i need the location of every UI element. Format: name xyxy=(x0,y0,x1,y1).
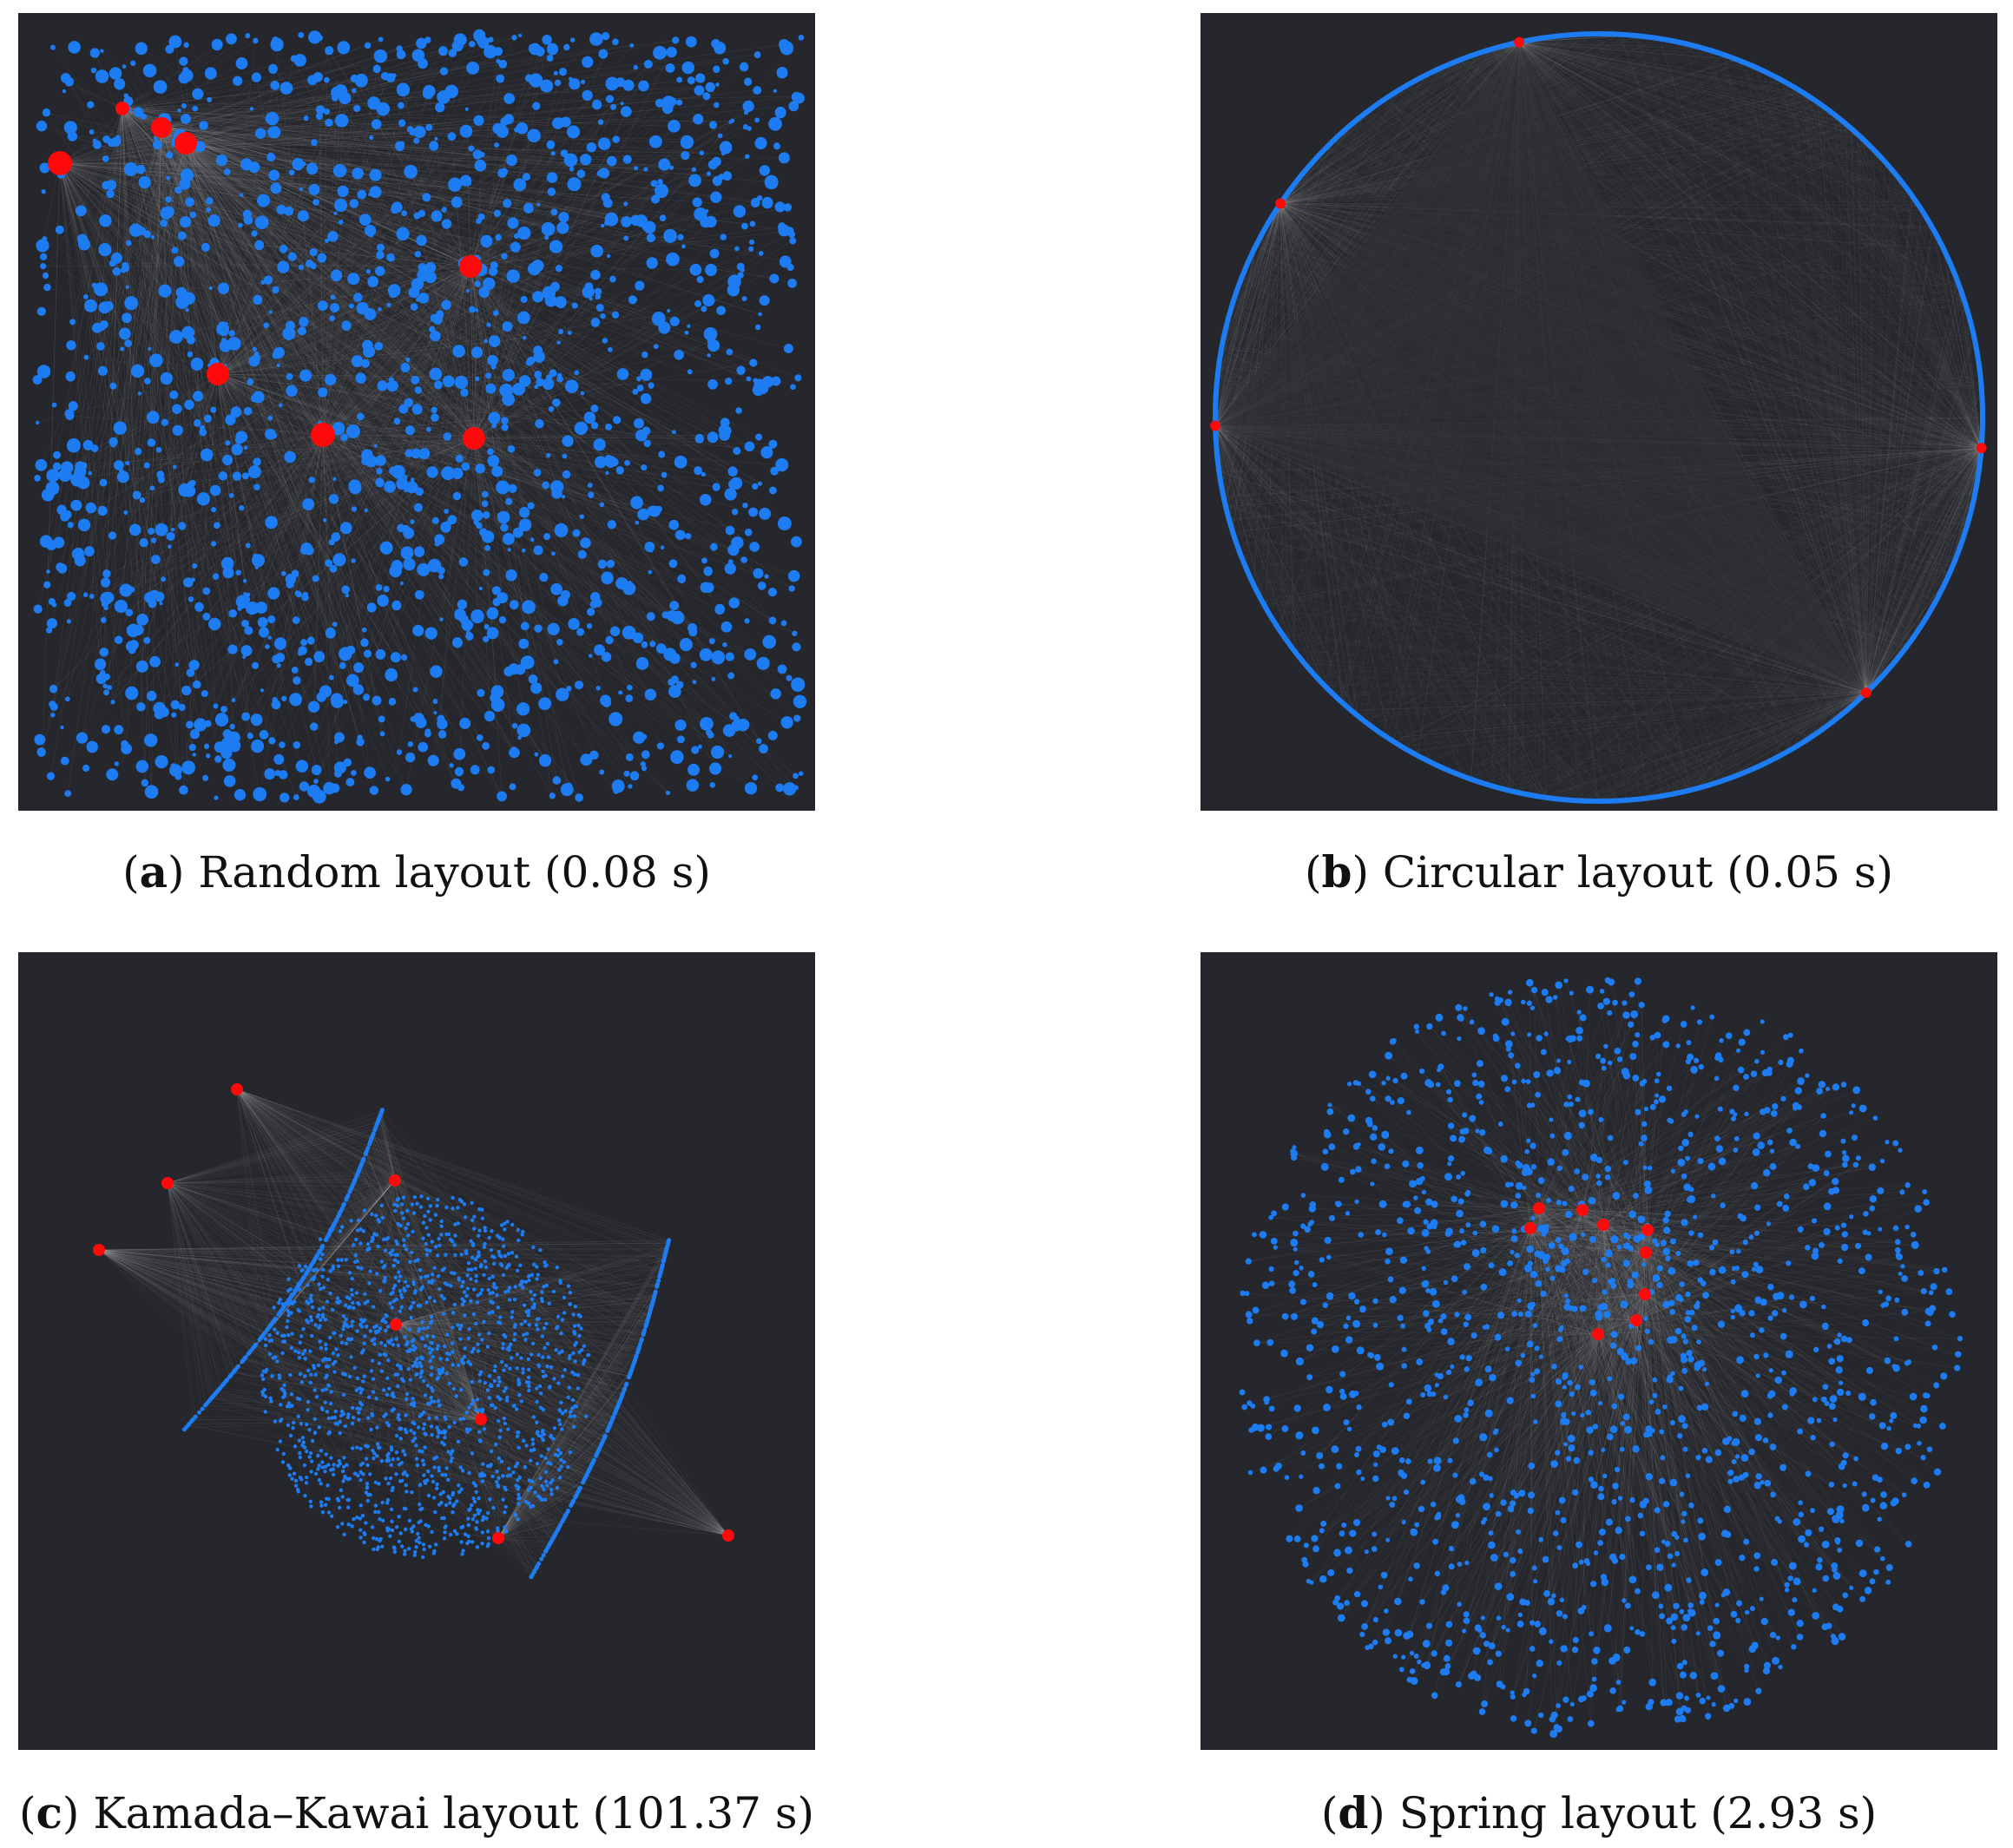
highlighted-node xyxy=(1860,687,1872,699)
highlighted-node xyxy=(475,1413,487,1425)
hub-nodes xyxy=(1524,1202,1654,1340)
caption-c-letter: c xyxy=(36,1787,62,1838)
highlighted-node xyxy=(1592,1328,1604,1340)
nodes xyxy=(181,1108,672,1580)
hub-nodes xyxy=(48,102,485,450)
highlighted-node xyxy=(1639,1288,1651,1300)
highlighted-node xyxy=(1210,420,1221,431)
highlighted-node xyxy=(1514,36,1525,48)
caption-c-text: ) Kamada–Kawai layout (101.37 s) xyxy=(62,1788,815,1838)
highlighted-node xyxy=(207,363,229,385)
node-cloud xyxy=(32,29,807,804)
edge-fan xyxy=(1249,981,1958,1712)
highlighted-node xyxy=(459,255,482,278)
highlighted-node xyxy=(311,423,335,447)
highlighted-node xyxy=(161,1177,174,1189)
caption-c: (c) Kamada–Kawai layout (101.37 s) xyxy=(18,1787,815,1838)
triangle-shade xyxy=(1215,42,1866,694)
highlighted-node xyxy=(492,1532,504,1544)
edge-fan xyxy=(45,37,799,799)
highlighted-node xyxy=(463,427,485,450)
highlighted-node xyxy=(174,132,197,155)
edge-fan xyxy=(167,1110,575,1539)
circular-layout-graph xyxy=(1210,31,1987,804)
edge-fan xyxy=(98,1240,669,1575)
highlighted-node xyxy=(231,1083,243,1095)
highlighted-node xyxy=(1576,1204,1589,1216)
highlighted-node xyxy=(1641,1224,1654,1236)
highlighted-node xyxy=(389,1174,401,1187)
hub-nodes xyxy=(93,1083,734,1544)
highlighted-node xyxy=(1976,443,1987,454)
caption-b: (b) Circular layout (0.05 s) xyxy=(1304,846,1894,898)
node-ring xyxy=(1213,31,1985,804)
spring-layout-image xyxy=(1201,952,1997,1750)
edge-fan xyxy=(1248,990,1960,1728)
highlighted-node xyxy=(1533,1202,1545,1214)
caption-d: (d) Spring layout (2.93 s) xyxy=(1320,1787,1878,1838)
highlighted-node xyxy=(115,102,129,115)
circular-layout-image xyxy=(1201,13,1997,811)
blob-nodes xyxy=(260,1194,591,1560)
random-layout-graph xyxy=(32,29,807,804)
highlighted-node xyxy=(1524,1222,1536,1234)
caption-d-text: ) Spring layout (2.93 s) xyxy=(1368,1788,1878,1838)
edges xyxy=(1242,980,1960,1734)
node-cloud xyxy=(1239,977,1964,1739)
edge-fan xyxy=(37,35,795,799)
highlighted-node xyxy=(48,151,72,175)
caption-b-text: ) Circular layout (0.05 s) xyxy=(1352,847,1894,898)
caption-a-text: ) Random layout (0.08 s) xyxy=(168,847,711,898)
highlighted-node xyxy=(93,1244,105,1256)
nodes xyxy=(32,29,807,804)
highlighted-node xyxy=(722,1529,734,1542)
edges xyxy=(1214,33,1983,802)
caption-a: (a) Random layout (0.08 s) xyxy=(122,846,711,898)
highlighted-node xyxy=(390,1319,402,1331)
edges xyxy=(98,1088,729,1577)
highlighted-node xyxy=(151,117,172,138)
caption-d-letter: d xyxy=(1338,1787,1369,1838)
highlighted-node xyxy=(1640,1246,1652,1259)
caption-a-letter: a xyxy=(139,846,168,898)
edge-fan xyxy=(42,36,797,798)
hub-nodes xyxy=(1210,36,1987,699)
edge-fan xyxy=(1253,983,1943,1732)
highlighted-node xyxy=(1630,1314,1642,1326)
edge-fan xyxy=(301,1200,669,1577)
kamada-kawai-layout-image xyxy=(18,952,815,1750)
highlighted-node xyxy=(1275,198,1286,209)
kamada-kawai-layout-graph xyxy=(93,1083,734,1580)
spring-layout-graph xyxy=(1239,977,1964,1739)
caption-b-letter: b xyxy=(1321,846,1352,898)
random-layout-image xyxy=(18,13,815,811)
nodes xyxy=(1239,977,1964,1739)
highlighted-node xyxy=(1597,1219,1609,1231)
